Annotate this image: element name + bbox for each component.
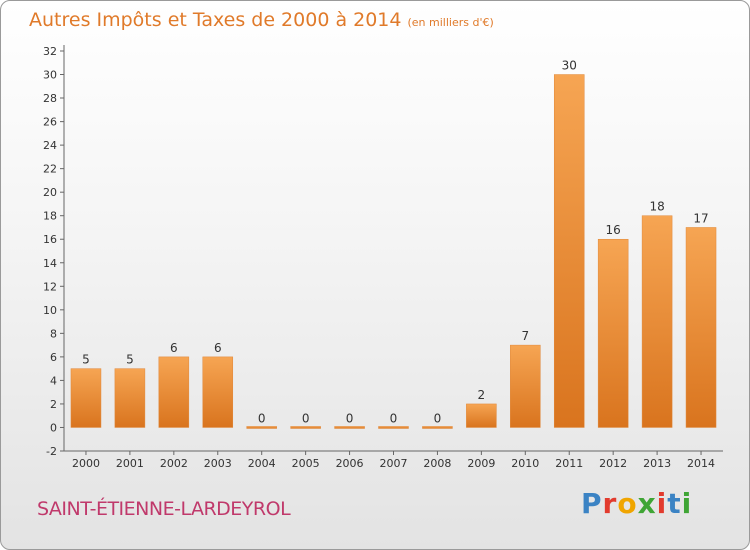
x-tick-label: 2004 bbox=[248, 457, 276, 470]
x-tick-label: 2005 bbox=[292, 457, 320, 470]
bar bbox=[158, 356, 190, 428]
bar bbox=[378, 426, 409, 429]
bar bbox=[334, 426, 365, 429]
chart-title-text: Autres Impôts et Taxes de 2000 à 2014 bbox=[29, 9, 402, 31]
data-label: 6 bbox=[170, 341, 178, 355]
y-tick-label: 10 bbox=[43, 304, 57, 317]
bar bbox=[70, 368, 102, 428]
logo-letter: t bbox=[667, 487, 682, 520]
x-tick-label: 2010 bbox=[511, 457, 539, 470]
x-tick-label: 2007 bbox=[380, 457, 408, 470]
x-tick-label: 2002 bbox=[160, 457, 188, 470]
data-label: 7 bbox=[521, 329, 529, 343]
x-tick-label: 2003 bbox=[204, 457, 232, 470]
bar bbox=[597, 238, 629, 428]
y-tick-label: 6 bbox=[50, 351, 57, 364]
y-tick-label: 32 bbox=[43, 45, 57, 58]
x-tick-label: 2011 bbox=[555, 457, 583, 470]
x-tick-label: 2008 bbox=[423, 457, 451, 470]
logo-letter: r bbox=[602, 487, 618, 520]
y-tick-label: 28 bbox=[43, 92, 57, 105]
y-tick-label: 14 bbox=[43, 257, 57, 270]
y-tick-label: 26 bbox=[43, 116, 57, 129]
data-label: 2 bbox=[478, 388, 486, 402]
data-label: 18 bbox=[649, 200, 664, 214]
commune-name: SAINT-ÉTIENNE-LARDEYROL bbox=[37, 498, 291, 520]
chart-unit: (en milliers d'€) bbox=[407, 16, 494, 29]
y-tick-label: 0 bbox=[50, 421, 57, 434]
bar bbox=[114, 368, 146, 428]
x-tick-label: 2001 bbox=[116, 457, 144, 470]
y-tick-label: 20 bbox=[43, 186, 57, 199]
data-label: 17 bbox=[693, 211, 708, 225]
bar bbox=[553, 74, 585, 428]
y-tick-label: 8 bbox=[50, 327, 57, 340]
chart-title: Autres Impôts et Taxes de 2000 à 2014 (en… bbox=[29, 9, 494, 31]
data-label: 5 bbox=[126, 353, 134, 367]
data-label: 0 bbox=[346, 411, 354, 425]
bar bbox=[641, 215, 673, 428]
logo-letter: P bbox=[581, 487, 603, 520]
y-tick-label: 16 bbox=[43, 233, 57, 246]
logo-letter: i bbox=[656, 487, 668, 520]
bar bbox=[246, 426, 277, 429]
y-tick-label: 12 bbox=[43, 280, 57, 293]
bar bbox=[685, 227, 717, 428]
y-tick-label: 30 bbox=[43, 69, 57, 82]
bar bbox=[290, 426, 321, 429]
data-label: 0 bbox=[434, 411, 442, 425]
y-tick-label: 18 bbox=[43, 210, 57, 223]
y-tick-label: 2 bbox=[50, 398, 57, 411]
x-tick-label: 2000 bbox=[72, 457, 100, 470]
y-tick-label: 22 bbox=[43, 163, 57, 176]
y-tick-label: 4 bbox=[50, 374, 57, 387]
bar bbox=[422, 426, 453, 429]
data-label: 5 bbox=[82, 353, 90, 367]
x-tick-label: 2009 bbox=[467, 457, 495, 470]
data-label: 0 bbox=[258, 411, 266, 425]
data-label: 6 bbox=[214, 341, 222, 355]
x-tick-label: 2014 bbox=[687, 457, 715, 470]
logo-letter: x bbox=[637, 487, 657, 520]
data-label: 30 bbox=[562, 59, 577, 73]
x-tick-label: 2006 bbox=[336, 457, 364, 470]
bar bbox=[510, 344, 541, 428]
logo-letter: o bbox=[617, 487, 638, 520]
x-tick-label: 2013 bbox=[643, 457, 671, 470]
bar bbox=[466, 403, 497, 428]
x-tick-label: 2012 bbox=[599, 457, 627, 470]
y-tick-label: -2 bbox=[46, 445, 57, 458]
data-label: 16 bbox=[606, 223, 621, 237]
data-label: 0 bbox=[302, 411, 310, 425]
proxiti-logo: Proxiti bbox=[581, 487, 692, 520]
data-label: 0 bbox=[390, 411, 398, 425]
logo-letter: i bbox=[681, 487, 693, 520]
y-tick-label: 24 bbox=[43, 139, 57, 152]
chart-bars: 5 5 6 6 0 0 0 0 0 2 7 30 16 18 17 bbox=[70, 59, 717, 429]
bar bbox=[202, 356, 234, 428]
